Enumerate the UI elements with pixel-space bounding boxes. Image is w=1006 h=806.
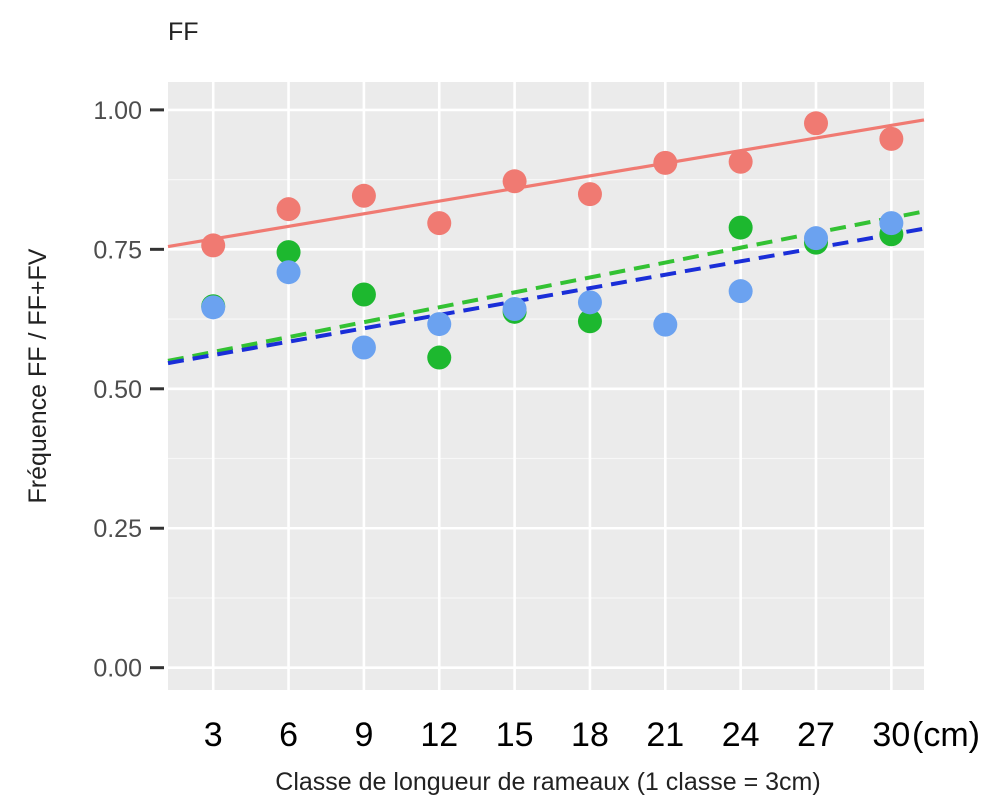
data-point bbox=[879, 211, 904, 236]
x-tick-label: 9 bbox=[354, 716, 373, 754]
trend-lines bbox=[167, 118, 925, 366]
data-point bbox=[502, 297, 527, 322]
x-axis: (cm) 3 6 9 12 15 18 21 24 27 30 bbox=[204, 716, 980, 754]
data-point bbox=[577, 309, 602, 334]
data-point bbox=[653, 150, 678, 175]
x-tick-label: 18 bbox=[571, 716, 609, 754]
y-tick-label: 0.25 bbox=[93, 515, 142, 543]
data-point bbox=[427, 211, 452, 236]
data-point bbox=[502, 169, 527, 194]
x-tick-label: 6 bbox=[279, 716, 298, 754]
data-point bbox=[804, 226, 828, 251]
data-point bbox=[728, 279, 753, 304]
data-point bbox=[427, 345, 452, 370]
y-tick-label: 1.00 bbox=[93, 97, 142, 125]
chart-title: FF bbox=[168, 18, 199, 46]
x-axis-title: Classe de longueur de rameaux (1 classe … bbox=[275, 768, 820, 796]
trend-line bbox=[167, 118, 925, 249]
data-point bbox=[728, 149, 753, 174]
data-points bbox=[201, 111, 904, 370]
plot-panel bbox=[168, 82, 924, 690]
x-tick-label: 3 bbox=[204, 716, 223, 754]
data-point bbox=[427, 312, 452, 337]
x-tick-label: 12 bbox=[420, 716, 458, 754]
x-tick-label: 21 bbox=[646, 716, 684, 754]
data-point bbox=[201, 295, 226, 320]
data-point bbox=[728, 215, 753, 240]
x-tick-label: 30 bbox=[872, 716, 910, 754]
data-point bbox=[577, 182, 602, 207]
data-point bbox=[351, 183, 376, 208]
grid-lines bbox=[168, 82, 924, 690]
data-point bbox=[804, 111, 828, 136]
x-tick-label: 24 bbox=[722, 716, 760, 754]
data-point bbox=[577, 290, 602, 315]
data-point bbox=[653, 312, 678, 337]
data-point bbox=[879, 126, 904, 151]
data-point bbox=[351, 282, 376, 307]
y-axis: 0.00 0.25 0.50 0.75 1.00 bbox=[93, 97, 164, 683]
data-point bbox=[351, 335, 376, 360]
data-point bbox=[276, 240, 301, 265]
y-axis-title: Fréquence FF / FF+FV bbox=[24, 248, 52, 503]
data-point bbox=[276, 260, 301, 285]
y-tick-label: 0.50 bbox=[93, 376, 142, 404]
data-point bbox=[276, 197, 301, 222]
trend-line bbox=[167, 209, 925, 363]
x-tick-label: 27 bbox=[797, 716, 835, 754]
y-tick-label: 0.75 bbox=[93, 236, 142, 264]
x-tick-label: 15 bbox=[496, 716, 534, 754]
data-point bbox=[201, 233, 226, 258]
trend-line bbox=[167, 226, 925, 366]
x-unit-label: (cm) bbox=[912, 716, 980, 754]
y-tick-label: 0.00 bbox=[93, 655, 142, 683]
